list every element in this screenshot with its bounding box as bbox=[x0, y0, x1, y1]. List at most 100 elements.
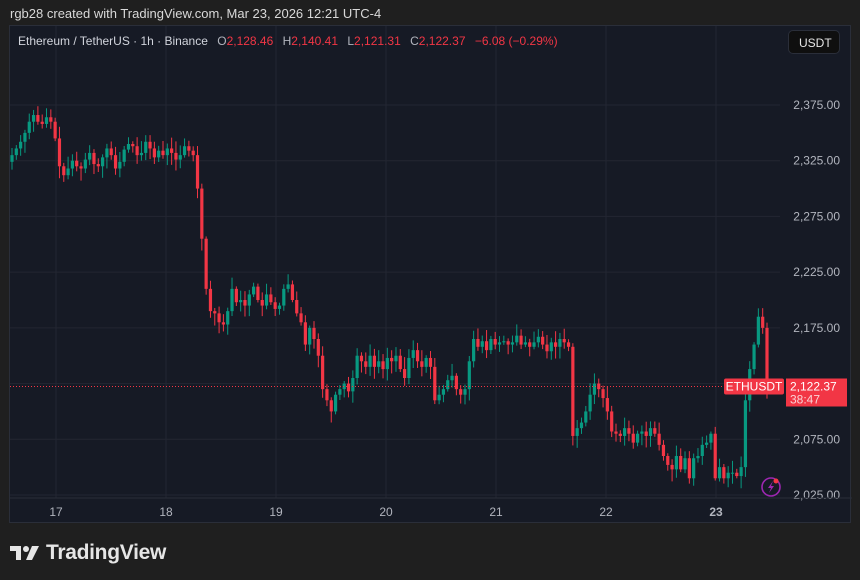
candle-body bbox=[329, 400, 333, 412]
candle-body bbox=[49, 117, 53, 122]
candle-body bbox=[428, 357, 433, 367]
candle-body bbox=[221, 322, 225, 325]
candle-body bbox=[364, 361, 368, 367]
close-value: 2,122.37 bbox=[418, 34, 466, 48]
price-axis-label: 2,375.00 bbox=[793, 98, 840, 112]
candle-body bbox=[139, 152, 144, 156]
candle-body bbox=[761, 316, 765, 328]
price-axis-label: 2,075.00 bbox=[793, 432, 840, 446]
high-label: H bbox=[282, 34, 292, 48]
candle-body bbox=[286, 284, 290, 289]
candle-body bbox=[157, 150, 161, 158]
candle-body bbox=[519, 335, 523, 345]
candle-body bbox=[213, 311, 217, 314]
tradingview-logo[interactable]: TradingView bbox=[10, 541, 166, 565]
candle-body bbox=[57, 138, 62, 167]
candle-body bbox=[713, 433, 717, 479]
candle-body bbox=[739, 467, 743, 477]
candle-body bbox=[226, 311, 230, 325]
candle-body bbox=[122, 149, 126, 162]
candle-body bbox=[269, 294, 273, 303]
candle-body bbox=[726, 472, 730, 479]
candle-body bbox=[31, 115, 36, 122]
candle-body bbox=[239, 300, 243, 303]
candle-body bbox=[450, 375, 454, 381]
change-value: −6.08 (−0.29%) bbox=[474, 34, 558, 48]
candle-body bbox=[411, 350, 415, 358]
chart-panel[interactable]: 2,025.002,075.002,125.002,175.002,225.00… bbox=[9, 25, 852, 524]
candle-body bbox=[234, 288, 238, 303]
candle-body bbox=[687, 458, 691, 479]
candle-body bbox=[666, 456, 670, 465]
candle-body bbox=[717, 467, 722, 479]
candle-body bbox=[648, 428, 653, 436]
candle-body bbox=[670, 464, 674, 470]
candle-body bbox=[359, 355, 364, 362]
candle-body bbox=[627, 428, 631, 434]
candle-body bbox=[187, 146, 191, 151]
candle-body bbox=[571, 346, 575, 436]
candle-body bbox=[256, 286, 260, 300]
candle-body bbox=[92, 152, 96, 165]
currency-button[interactable]: USDT bbox=[788, 30, 840, 54]
candle-body bbox=[644, 431, 648, 436]
brand-name: TradingView bbox=[46, 541, 167, 564]
candle-body bbox=[170, 148, 174, 153]
candle-body bbox=[144, 141, 148, 153]
candle-body bbox=[493, 339, 497, 345]
candle-body bbox=[243, 300, 247, 306]
candle-body bbox=[515, 335, 519, 343]
candle-body bbox=[88, 152, 92, 160]
candle-body bbox=[109, 148, 113, 156]
symbol-legend: Ethereum / TetherUS · 1h · Binance O2,12… bbox=[18, 34, 558, 48]
candle-body bbox=[657, 433, 661, 445]
candle-body bbox=[679, 456, 683, 470]
candle-body bbox=[424, 357, 428, 367]
low-label: L bbox=[347, 34, 355, 48]
lightning-alert-icon[interactable] bbox=[761, 477, 781, 497]
candle-body bbox=[696, 456, 700, 459]
candle-body bbox=[174, 152, 178, 160]
ticker-tag[interactable] bbox=[724, 378, 784, 395]
candle-body bbox=[476, 339, 480, 347]
candle-body bbox=[437, 394, 441, 401]
candle-body bbox=[756, 316, 760, 345]
candlestick-chart[interactable]: 2,025.002,075.002,125.002,175.002,225.00… bbox=[10, 26, 852, 524]
candle-body bbox=[385, 357, 389, 370]
candle-body bbox=[584, 411, 588, 423]
candle-body bbox=[506, 341, 510, 345]
candle-body bbox=[342, 383, 346, 390]
high-value: 2,140.41 bbox=[291, 34, 339, 48]
candle-body bbox=[62, 166, 66, 176]
candle-body bbox=[295, 300, 299, 314]
candle-body bbox=[10, 155, 14, 162]
candle-body bbox=[126, 144, 131, 150]
candle-body bbox=[351, 378, 355, 392]
symbol-title[interactable]: Ethereum / TetherUS · 1h · Binance bbox=[18, 34, 208, 48]
candle-body bbox=[441, 389, 446, 395]
candle-body bbox=[161, 150, 165, 156]
candle-body bbox=[394, 355, 398, 362]
candle-body bbox=[308, 327, 312, 345]
candle-body bbox=[200, 188, 204, 239]
candle-body bbox=[446, 380, 450, 390]
candle-body bbox=[730, 472, 735, 474]
candle-body bbox=[549, 342, 553, 352]
time-axis-label: 19 bbox=[269, 505, 283, 519]
candle-body bbox=[575, 428, 579, 436]
price-axis-label: 2,025.00 bbox=[793, 488, 840, 502]
candle-body bbox=[282, 288, 286, 306]
candle-body bbox=[398, 355, 402, 370]
candle-body bbox=[247, 294, 251, 306]
candle-body bbox=[623, 428, 627, 436]
candle-body bbox=[683, 458, 687, 470]
candle-body bbox=[566, 342, 571, 347]
candle-body bbox=[605, 398, 609, 412]
candle-body bbox=[610, 411, 614, 432]
candle-body bbox=[277, 305, 282, 309]
candle-body bbox=[290, 284, 295, 300]
candle-body bbox=[554, 342, 558, 347]
last-price-tag[interactable] bbox=[786, 378, 847, 407]
candle-body bbox=[532, 342, 536, 347]
candle-body bbox=[484, 341, 489, 351]
